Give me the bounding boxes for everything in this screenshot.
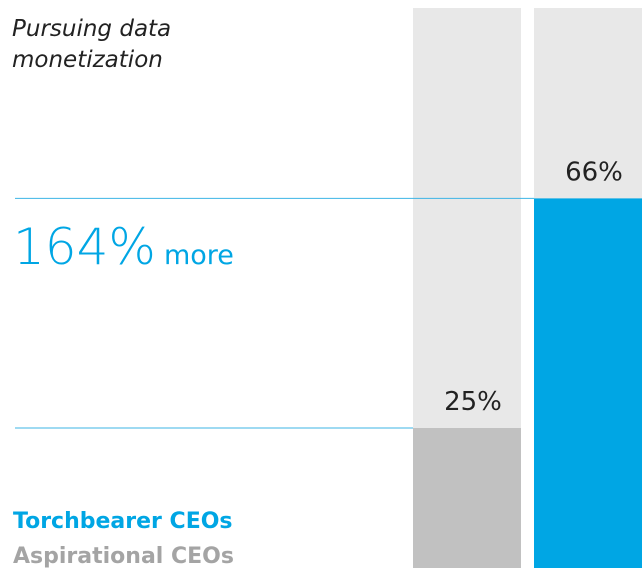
value-label: 66% bbox=[565, 157, 623, 187]
chart-title: Pursuing data monetization bbox=[12, 16, 172, 73]
bar bbox=[413, 428, 521, 568]
annotation-figure: 164% bbox=[13, 218, 156, 276]
legend-label: Torchbearer CEOs bbox=[13, 509, 233, 534]
annotation-text: more bbox=[164, 240, 234, 271]
legend-label: Aspirational CEOs bbox=[13, 544, 234, 569]
annotation: 164% more bbox=[13, 218, 234, 276]
bar bbox=[534, 198, 642, 568]
value-label: 25% bbox=[444, 387, 502, 417]
